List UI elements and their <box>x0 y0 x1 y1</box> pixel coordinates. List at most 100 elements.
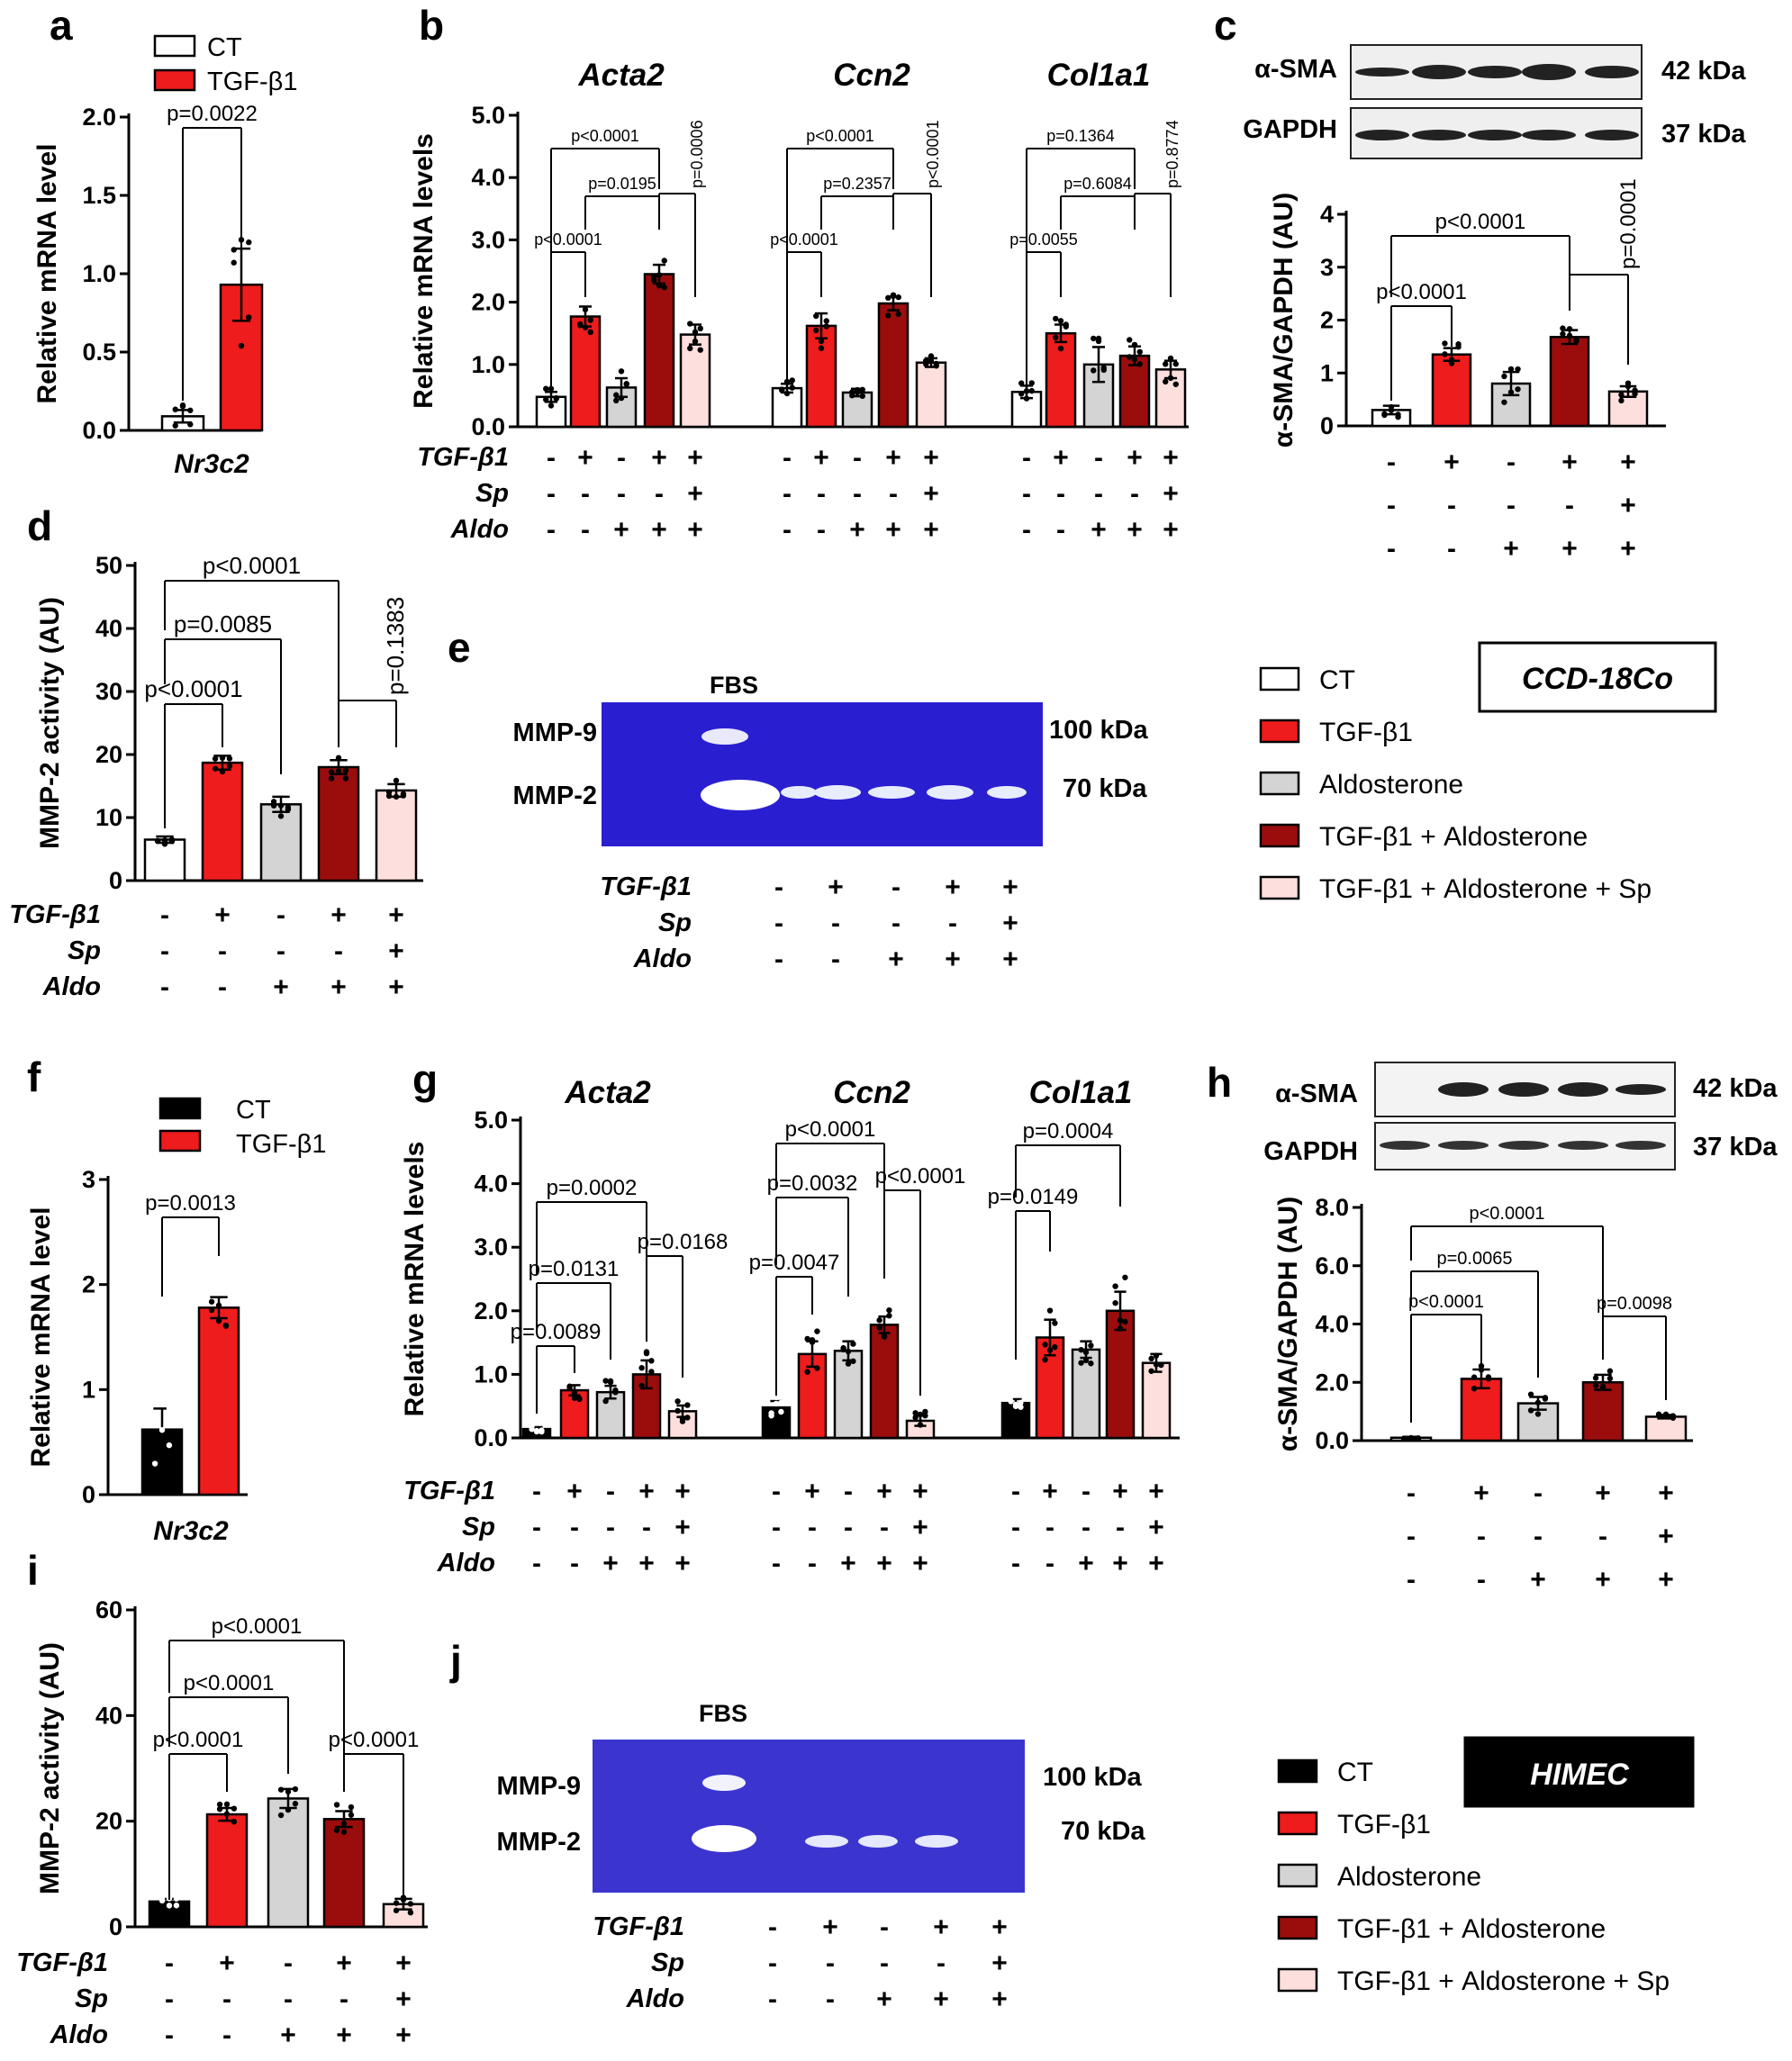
condition-sign: + <box>888 945 904 974</box>
blot-band <box>1585 130 1639 140</box>
condition-sign: - <box>772 1513 781 1542</box>
data-point <box>895 294 901 301</box>
p-value-label: p<0.0001 <box>212 1614 303 1639</box>
condition-sign: - <box>1022 515 1031 545</box>
g0-bars <box>521 1349 698 1440</box>
g2-annotations: p=0.0149 p=0.0004 <box>988 1119 1121 1360</box>
condition-sign: - <box>276 900 285 930</box>
data-point <box>692 329 699 335</box>
condition-sign: + <box>1127 443 1143 473</box>
data-point <box>1088 1342 1094 1349</box>
blot-band <box>1616 1141 1666 1150</box>
legend-label: TGF-β1 + Aldosterone + Sp <box>1337 1966 1670 1996</box>
condition-sign: + <box>1148 1513 1164 1542</box>
data-point <box>158 1894 166 1902</box>
data-point <box>393 777 400 784</box>
condition-sign: + <box>1561 534 1578 564</box>
bar <box>569 315 602 429</box>
condition-sign: - <box>1094 443 1103 473</box>
condition-sign: + <box>828 872 844 902</box>
condition-sign: - <box>1011 1513 1020 1542</box>
data-point <box>845 1348 852 1355</box>
b1-conditions: - + - + +- - - - +- - + + + <box>783 443 939 545</box>
bar <box>1581 1381 1625 1442</box>
kda-label: 42 kDa <box>1693 1074 1778 1103</box>
data-point <box>885 294 891 302</box>
data-point <box>1455 344 1462 350</box>
y-axis-label: α-SMA/GAPDH (AU) <box>1269 193 1299 447</box>
condition-label-aldo: Aldo <box>626 1984 684 2013</box>
b0-annotations: p<0.0001 p=0.0195 p<0.0001 p=0.0006 <box>534 120 706 387</box>
b2-bars <box>1010 315 1187 429</box>
legend-label: TGF-β1 <box>1337 1810 1431 1840</box>
gel-band <box>858 1835 898 1848</box>
condition-sign: - <box>160 936 169 966</box>
data-point <box>154 837 161 844</box>
condition-sign: - <box>844 1513 853 1542</box>
data-point <box>845 1360 852 1367</box>
condition-sign: - <box>218 936 227 966</box>
data-point <box>602 1378 609 1384</box>
data-point <box>1163 361 1169 367</box>
cell-line-label: CCD-18Co <box>1522 662 1673 696</box>
data-point <box>876 1324 882 1331</box>
condition-sign: + <box>1620 491 1636 520</box>
y-axis-label: α-SMA/GAPDH (AU) <box>1273 1197 1303 1451</box>
condition-label-aldo: Aldo <box>50 2020 108 2049</box>
data-point <box>1471 1374 1478 1380</box>
data-point <box>172 406 178 412</box>
gel-band <box>781 786 817 799</box>
condition-sign: + <box>1127 515 1143 545</box>
bar <box>1549 336 1590 428</box>
y-tick-label: 3.0 <box>474 1234 508 1261</box>
y-tick-label: 2 <box>82 1271 95 1298</box>
data-point <box>216 1806 223 1812</box>
data-point <box>923 361 929 367</box>
blot-band <box>1438 1082 1489 1097</box>
condition-sign: - <box>783 443 792 473</box>
panel-label: h <box>1207 1059 1232 1106</box>
data-point <box>393 1900 400 1906</box>
condition-sign: - <box>891 908 901 938</box>
legend-swatch <box>153 34 196 58</box>
data-point <box>1057 318 1064 324</box>
data-point <box>1153 1352 1160 1359</box>
condition-sign: - <box>768 1984 777 2014</box>
condition-sign: + <box>1148 1549 1164 1578</box>
bar <box>1105 1309 1136 1440</box>
g2-bars <box>1000 1274 1172 1440</box>
condition-label-tgf: TGF-β1 <box>16 1948 108 1977</box>
p-value-label: p=0.0195 <box>588 175 656 193</box>
condition-label-sp: Sp <box>475 479 509 508</box>
data-point <box>543 396 549 403</box>
p-value-label: p=0.0032 <box>767 1171 858 1196</box>
data-point <box>1148 1355 1154 1362</box>
data-point <box>1100 366 1107 374</box>
data-point <box>692 338 699 345</box>
j-conditions: TGF-β1 - + - + + Sp - - - - + Aldo - - + + + <box>593 1912 1008 2014</box>
data-point <box>1167 375 1174 382</box>
blot-band <box>1558 1141 1608 1150</box>
blot-row-label: α-SMA <box>1275 1080 1358 1108</box>
condition-sign: - <box>1022 443 1031 473</box>
data-point <box>813 312 819 320</box>
data-point <box>613 397 620 404</box>
blot-band <box>1412 130 1466 140</box>
condition-sign: - <box>1056 515 1065 545</box>
data-point <box>1122 1318 1128 1325</box>
data-point <box>1023 388 1030 394</box>
data-point <box>553 394 559 402</box>
blot-band <box>1412 65 1466 79</box>
data-point <box>804 1369 810 1375</box>
condition-sign: - <box>160 972 169 1002</box>
condition-sign: - <box>617 443 626 473</box>
condition-sign: + <box>273 972 289 1002</box>
y-tick-label: 0.0 <box>471 413 505 440</box>
zymography-gel-j: FBS MMP-9 MMP-2 100 kDa 70 kDa <box>497 1700 1145 1893</box>
data-point <box>661 284 667 291</box>
data-point <box>1515 366 1521 373</box>
data-point <box>1052 1320 1058 1326</box>
legend-label: TGF-β1 <box>207 68 297 96</box>
data-point <box>1136 361 1143 367</box>
condition-sign: + <box>1444 447 1460 477</box>
